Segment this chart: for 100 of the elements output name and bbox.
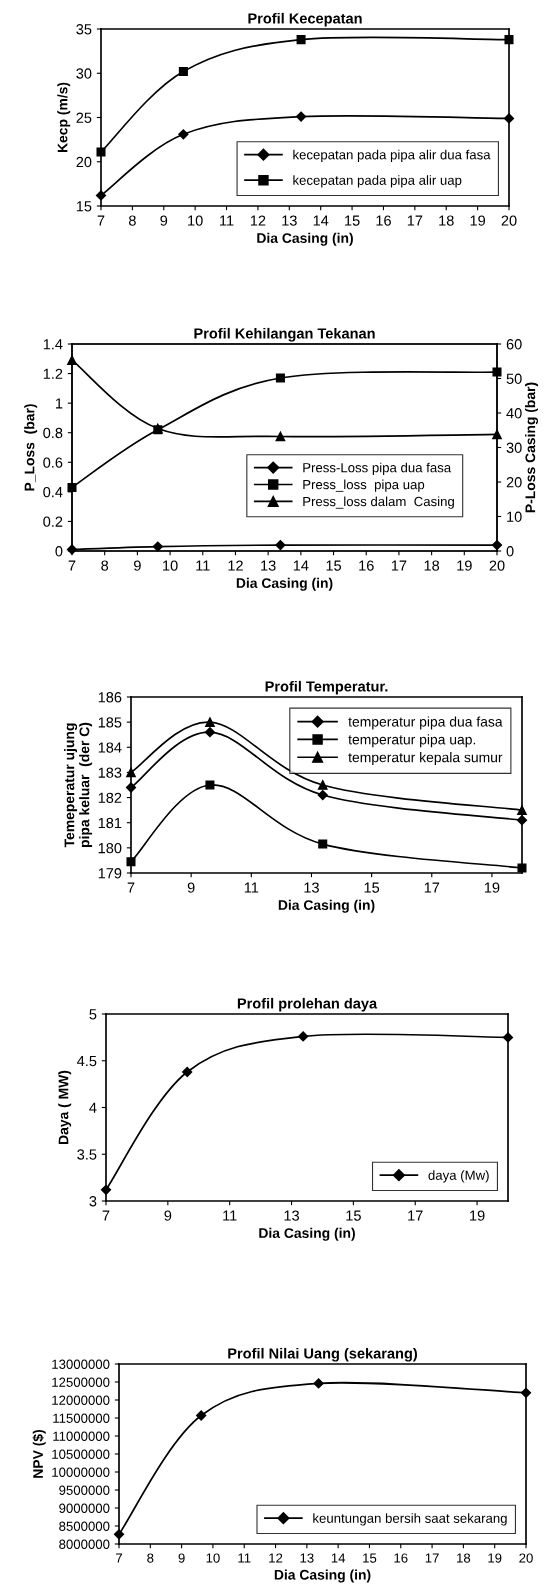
y-tick-label: 1 bbox=[55, 398, 63, 409]
x-tick-label: 11 bbox=[223, 1210, 237, 1221]
x-axis-title: Dia Casing (in) bbox=[236, 577, 333, 591]
x-tick-label: 7 bbox=[97, 215, 105, 226]
x-tick-label: 19 bbox=[484, 882, 500, 893]
x-axis-title: Dia Casing (in) bbox=[259, 1227, 355, 1241]
y-tick-label: 182 bbox=[98, 792, 122, 803]
x-tick-label: 17 bbox=[424, 882, 440, 893]
x-tick-label: 7 bbox=[116, 1553, 123, 1563]
point bbox=[296, 35, 306, 45]
x-tick-label: 16 bbox=[394, 1553, 408, 1563]
point bbox=[126, 857, 136, 867]
x-tick-label: 14 bbox=[331, 1553, 346, 1563]
y-tick-label: 186 bbox=[98, 692, 122, 703]
x-tick-label: 18 bbox=[439, 215, 454, 226]
legend-label: temperatur pipa dua fasa bbox=[348, 716, 503, 730]
point bbox=[502, 1032, 514, 1043]
x-tick-label: 13 bbox=[300, 1553, 314, 1563]
y-tick-label: 9500000 bbox=[59, 1485, 110, 1495]
point bbox=[182, 1066, 193, 1078]
point bbox=[298, 1031, 309, 1042]
y2-tick-label: 60 bbox=[506, 339, 522, 350]
chart-title: Profil Kehilangan Tekanan bbox=[194, 327, 375, 342]
legend-label: temperatur pipa uap. bbox=[348, 734, 476, 748]
x-tick-label: 20 bbox=[489, 560, 505, 571]
point bbox=[492, 367, 502, 377]
chart-title: Profil Nilai Uang (sekarang) bbox=[228, 1347, 417, 1362]
point bbox=[275, 373, 285, 383]
y-tick-label: 9000000 bbox=[59, 1503, 110, 1513]
y-tick-label: 0 bbox=[55, 546, 63, 557]
x-tick-label: 7 bbox=[68, 560, 76, 571]
x-tick-label: 9 bbox=[178, 1553, 185, 1563]
y-tick-label: 0.2 bbox=[43, 516, 63, 527]
y-tick-label: 184 bbox=[98, 742, 122, 753]
point bbox=[318, 839, 328, 849]
x-tick-label: 11 bbox=[220, 215, 234, 226]
y-tick-label: 4 bbox=[89, 1102, 97, 1113]
x-tick-label: 8 bbox=[128, 215, 136, 226]
x-tick-label: 19 bbox=[457, 560, 472, 571]
y-tick-label: 10000000 bbox=[52, 1467, 110, 1477]
point bbox=[517, 805, 527, 816]
point bbox=[178, 66, 188, 76]
point bbox=[67, 482, 77, 492]
point bbox=[66, 544, 78, 555]
y-tick-label: 0.8 bbox=[43, 427, 63, 439]
y2-tick-label: 50 bbox=[506, 373, 522, 384]
y-tick-label: 35 bbox=[76, 24, 92, 35]
chart-title: Profil Kecepatan bbox=[248, 12, 362, 27]
x-tick-label: 14 bbox=[293, 560, 309, 571]
legend-label: Press_loss dalam Casing bbox=[303, 496, 454, 509]
x-tick-label: 17 bbox=[407, 215, 423, 226]
x-tick-label: 11 bbox=[196, 560, 210, 571]
chart-title: Profil Temperatur. bbox=[265, 680, 388, 695]
x-tick-label: 17 bbox=[425, 1553, 439, 1563]
x-axis-title: Dia Casing (in) bbox=[257, 232, 353, 246]
point bbox=[504, 35, 514, 45]
point bbox=[95, 190, 107, 201]
y-tick-label: 11500000 bbox=[53, 1413, 110, 1423]
y-tick-label: 179 bbox=[98, 868, 122, 879]
x-tick-label: 12 bbox=[269, 1553, 283, 1563]
y-axis-title: Temeperatur ujung pipa keluar (der C) bbox=[64, 722, 93, 848]
y2-tick-label: 0 bbox=[506, 546, 514, 557]
point bbox=[275, 431, 286, 442]
y-tick-label: 30 bbox=[76, 68, 92, 79]
point bbox=[152, 541, 163, 552]
x-tick-label: 15 bbox=[326, 560, 342, 571]
y-tick-label: 3 bbox=[89, 1196, 97, 1207]
legend-label: kecepatan pada pipa alir uap bbox=[293, 175, 462, 188]
x-tick-label: 13 bbox=[284, 1210, 300, 1221]
y-tick-label: 183 bbox=[98, 767, 122, 778]
legend-label: kecepatan pada pipa alir dua fasa bbox=[293, 149, 491, 163]
x-tick-label: 10 bbox=[206, 1553, 220, 1563]
x-tick-label: 15 bbox=[345, 215, 360, 226]
x-tick-label: 17 bbox=[391, 560, 407, 571]
legend-label: temperatur kepala sumur bbox=[348, 752, 503, 766]
point bbox=[517, 863, 527, 873]
x-tick-label: 15 bbox=[364, 882, 380, 893]
point bbox=[96, 147, 106, 157]
x-tick-label: 10 bbox=[188, 215, 203, 226]
legend-label: daya (Mw) bbox=[428, 1170, 489, 1183]
y-tick-label: 8500000 bbox=[59, 1521, 110, 1531]
y-tick-label: 8000000 bbox=[59, 1539, 110, 1549]
point bbox=[295, 111, 307, 122]
x-tick-label: 12 bbox=[250, 215, 266, 226]
x-tick-label: 19 bbox=[488, 1553, 502, 1563]
x-tick-label: 14 bbox=[313, 215, 329, 226]
chart-title: Profil prolehan daya bbox=[237, 997, 378, 1012]
x-tick-label: 8 bbox=[147, 1553, 154, 1563]
legend-label: Press_loss pipa uap bbox=[303, 479, 425, 492]
x-tick-label: 13 bbox=[304, 882, 319, 893]
x-tick-label: 19 bbox=[470, 1210, 485, 1221]
x-tick-label: 9 bbox=[160, 215, 168, 226]
y2-tick-label: 20 bbox=[506, 477, 522, 488]
x-tick-label: 12 bbox=[228, 560, 243, 571]
point bbox=[204, 727, 216, 738]
y-axis-title: Kecp (m/s) bbox=[57, 82, 71, 153]
x-axis-title: Dia Casing (in) bbox=[278, 899, 375, 913]
x-tick-label: 19 bbox=[470, 215, 486, 226]
x-tick-label: 9 bbox=[164, 1210, 172, 1221]
x-tick-label: 7 bbox=[127, 882, 135, 893]
